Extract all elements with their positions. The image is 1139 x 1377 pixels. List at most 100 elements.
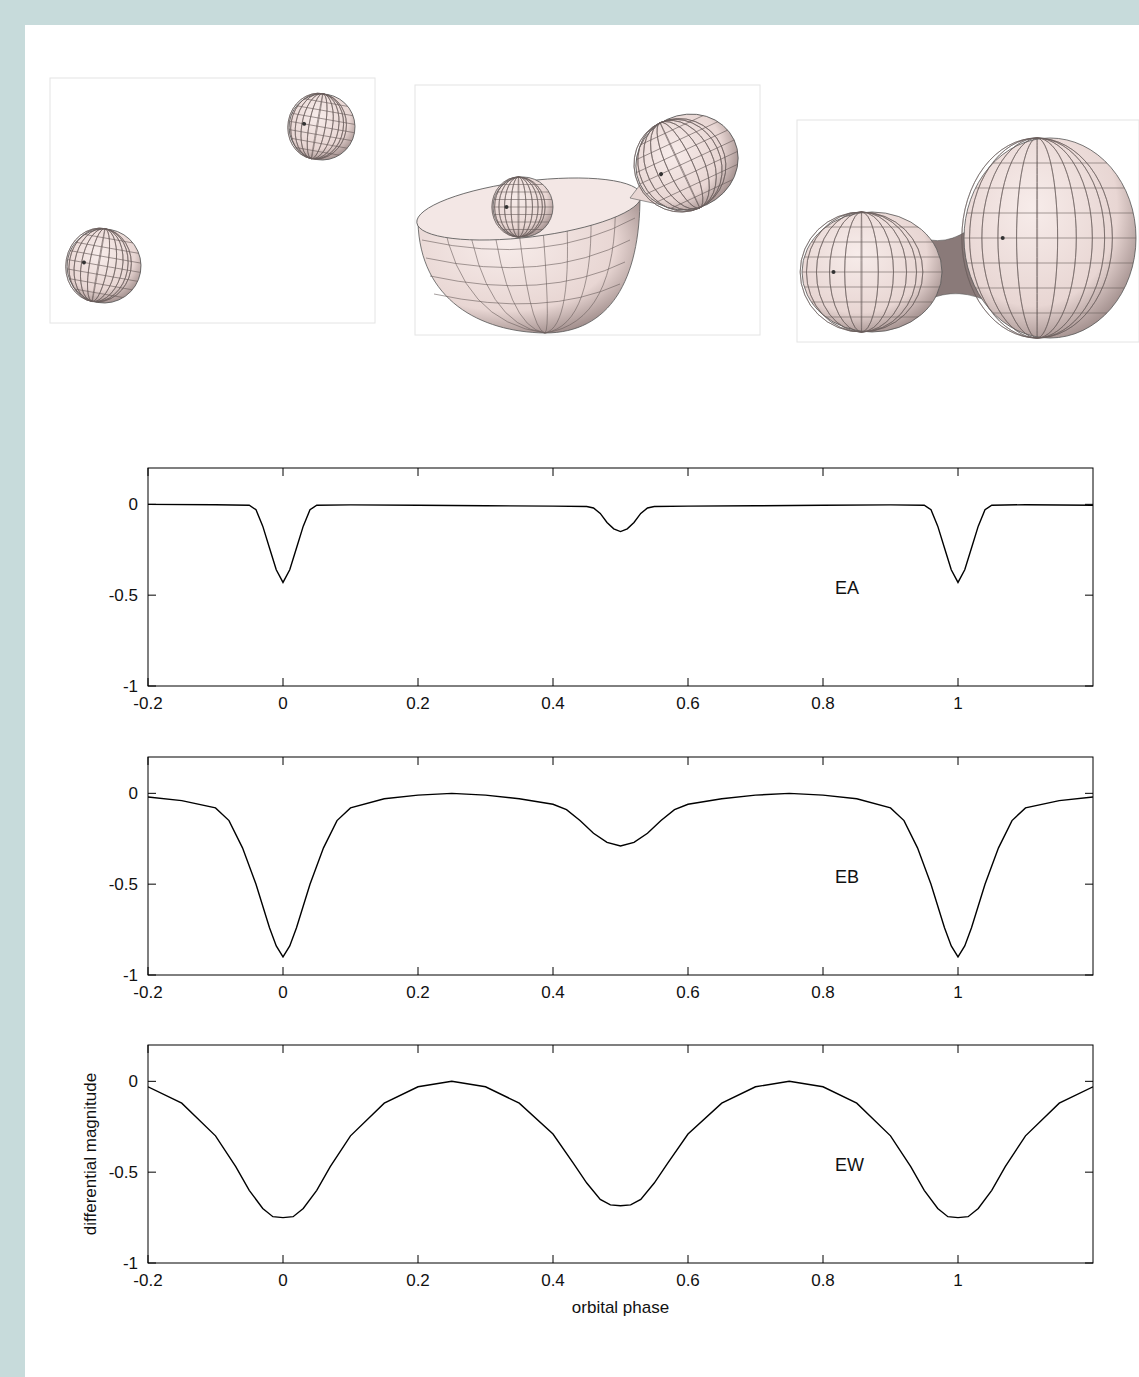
parallel: [811, 242, 932, 243]
lobe-line: [430, 262, 625, 286]
parallel: [656, 164, 738, 202]
chart: -0.200.20.40.60.81-1-0.50EA: [109, 468, 1093, 713]
parallel: [503, 184, 543, 185]
parallel: [671, 179, 733, 208]
y-tick: [1085, 1081, 1093, 1082]
x-tick-label: 0.8: [811, 694, 835, 713]
parallel: [641, 116, 703, 145]
parallel: [291, 138, 347, 148]
x-tick: [823, 1045, 824, 1053]
star: [619, 97, 754, 227]
y-tick-label: 0: [129, 1072, 138, 1091]
y-tick-label: 0: [129, 495, 138, 514]
star-body: [493, 177, 553, 237]
y-tick: [148, 1081, 156, 1082]
x-tick: [688, 967, 689, 975]
x-tick-label: 0.4: [541, 694, 565, 713]
pole: [1001, 236, 1005, 240]
plot-frame: [148, 468, 1093, 686]
x-tick: [148, 468, 149, 476]
parallel: [826, 317, 919, 318]
plot-frame: [148, 757, 1093, 975]
x-tick-label: 0: [278, 983, 287, 1002]
x-tick: [688, 757, 689, 765]
x-tick-label: 0.6: [676, 983, 700, 1002]
meridian: [619, 103, 742, 227]
star-body: [284, 89, 360, 165]
curve-label: EB: [835, 867, 859, 887]
background: [0, 0, 1139, 1377]
parallel: [967, 213, 1134, 214]
parallel: [503, 229, 543, 230]
y-tick-label: 0: [129, 784, 138, 803]
panel-contact: [797, 120, 1139, 342]
y-tick: [148, 793, 156, 794]
panel-frame: [797, 120, 1139, 342]
parallel: [70, 251, 141, 263]
x-tick-label: 0.8: [811, 1271, 835, 1290]
x-tick-label: 0.2: [406, 694, 430, 713]
x-tick-label: 0.4: [541, 983, 565, 1002]
y-tick: [148, 884, 156, 885]
meridian: [623, 105, 737, 225]
pole: [505, 205, 509, 209]
parallel: [305, 99, 348, 107]
lobe-line: [434, 284, 620, 304]
star: [283, 89, 361, 166]
x-tick: [283, 678, 284, 686]
x-tick: [283, 967, 284, 975]
star: [800, 212, 942, 332]
star-body: [61, 223, 147, 309]
star-grid: [962, 138, 1136, 338]
x-tick: [418, 468, 419, 476]
x-tick: [553, 757, 554, 765]
y-tick: [148, 1263, 156, 1264]
x-tick: [688, 468, 689, 476]
panel-frame: [50, 78, 375, 323]
pole: [82, 260, 87, 265]
data-group: [148, 1081, 1093, 1217]
parallel: [497, 192, 549, 193]
star-grid: [619, 97, 754, 227]
star: [60, 223, 147, 309]
x-tick: [958, 678, 959, 686]
y-tick: [1085, 884, 1093, 885]
parallel: [646, 151, 737, 194]
x-tick: [148, 967, 149, 975]
x-tick: [688, 1045, 689, 1053]
meridian: [619, 103, 742, 227]
x-tick: [148, 678, 149, 686]
parallel: [296, 148, 339, 156]
parallel: [802, 272, 942, 273]
star: [492, 177, 553, 237]
star-grid: [800, 212, 942, 332]
x-tick-label: 0.6: [676, 1271, 700, 1290]
parallel: [967, 263, 1134, 264]
x-tick-label: 1: [953, 694, 962, 713]
x-tick-label: 1: [953, 983, 962, 1002]
parallel: [826, 227, 919, 228]
parallel: [292, 113, 355, 124]
y-tick: [148, 686, 156, 687]
light-curve: [148, 504, 1093, 582]
y-tick: [1085, 1172, 1093, 1173]
y-tick: [1085, 686, 1093, 687]
parallel: [636, 122, 718, 160]
star-grid: [492, 177, 553, 237]
x-tick: [688, 678, 689, 686]
x-tick: [283, 1045, 284, 1053]
parallel: [69, 279, 132, 290]
x-tick: [823, 967, 824, 975]
lobe-rim: [413, 167, 644, 250]
x-tick-label: -0.2: [133, 1271, 162, 1290]
x-tick: [553, 678, 554, 686]
parallel: [993, 163, 1107, 164]
x-tick: [823, 678, 824, 686]
x-tick: [148, 757, 149, 765]
x-tick-label: 0.6: [676, 694, 700, 713]
y-tick-label: -0.5: [109, 875, 138, 894]
star-body: [802, 212, 942, 332]
data-group: [148, 504, 1093, 582]
x-tick: [148, 1045, 149, 1053]
y-tick: [1085, 793, 1093, 794]
